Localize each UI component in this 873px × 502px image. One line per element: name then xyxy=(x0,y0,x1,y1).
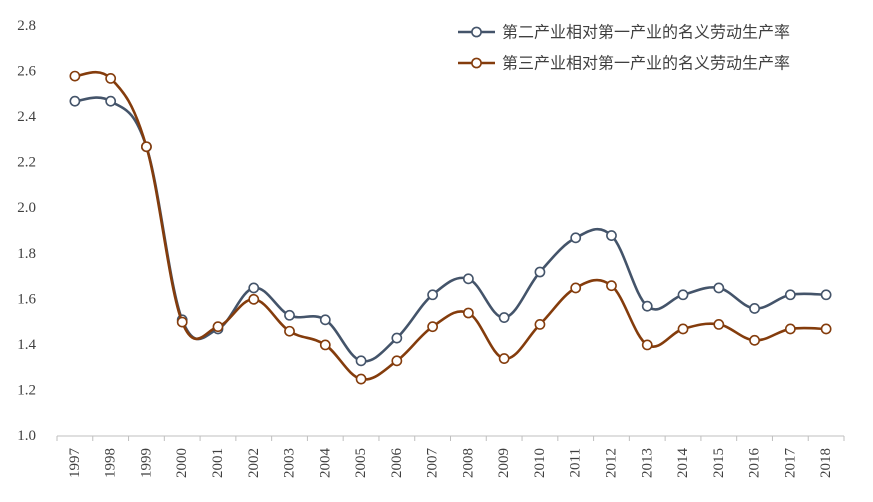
data-point-2 xyxy=(677,323,689,335)
x-tick-label: 2014 xyxy=(675,448,691,479)
x-tick-label: 2017 xyxy=(782,448,798,479)
data-point-2 xyxy=(641,339,653,351)
x-tick-label: 2009 xyxy=(496,448,512,478)
x-tick-label: 1997 xyxy=(67,448,83,479)
x-tick-label: 2015 xyxy=(711,448,727,478)
data-point-2 xyxy=(176,316,188,328)
data-point-2 xyxy=(749,334,760,346)
x-tick-label: 2011 xyxy=(568,448,584,477)
y-tick-label: 1.4 xyxy=(17,337,36,353)
data-point-2 xyxy=(69,70,81,82)
data-point-2 xyxy=(319,339,331,351)
y-tick-label: 2.2 xyxy=(17,155,36,171)
y-tick-label: 1.0 xyxy=(17,428,36,444)
legend-marker-1 xyxy=(471,26,482,38)
x-tick-label: 2003 xyxy=(282,448,298,478)
data-point-1 xyxy=(749,303,760,314)
data-point-1 xyxy=(713,282,725,294)
y-tick-label: 2.4 xyxy=(17,109,36,125)
x-tick-label: 2007 xyxy=(425,448,441,479)
data-point-1 xyxy=(606,230,617,241)
x-tick-label: 2005 xyxy=(353,448,369,478)
x-tick-label: 2016 xyxy=(747,448,763,479)
x-tick-label: 2000 xyxy=(174,448,190,478)
data-point-2 xyxy=(784,323,796,335)
data-point-1 xyxy=(284,309,295,321)
x-tick-label: 2010 xyxy=(532,448,548,478)
data-point-2 xyxy=(284,325,295,337)
data-point-1 xyxy=(427,289,439,301)
x-tick-label: 2001 xyxy=(210,448,226,478)
data-point-1 xyxy=(677,289,689,301)
data-point-1 xyxy=(641,300,653,312)
y-tick-label: 2.6 xyxy=(17,64,36,80)
data-point-2 xyxy=(570,282,582,294)
data-point-1 xyxy=(69,95,81,107)
axes: 1997 1998 1999 2000 2001 2002 2003 2004 2005 2006… xyxy=(17,18,845,479)
data-point-2 xyxy=(427,321,439,333)
series-layer xyxy=(69,70,832,385)
data-point-2 xyxy=(248,293,260,305)
data-point-2 xyxy=(606,280,617,292)
series-line-2 xyxy=(74,70,827,381)
data-point-1 xyxy=(784,289,796,301)
data-point-1 xyxy=(570,232,582,244)
legend-marker-2 xyxy=(471,57,482,69)
data-point-2 xyxy=(498,353,510,364)
data-point-2 xyxy=(534,318,546,330)
data-point-1 xyxy=(248,282,260,294)
data-point-2 xyxy=(212,321,224,333)
data-point-1 xyxy=(534,266,546,278)
x-tick-label: 2008 xyxy=(460,448,476,478)
x-tick-label: 2002 xyxy=(246,448,262,478)
y-tick-label: 2.8 xyxy=(17,18,36,34)
x-tick-label: 2013 xyxy=(639,448,655,478)
x-tick-label: 1999 xyxy=(138,448,154,478)
y-tick-label: 1.6 xyxy=(17,291,36,307)
legend-label-2: 第三产业相对第一产业的名义劳动生产率 xyxy=(502,54,790,73)
x-tick-label: 1998 xyxy=(103,448,119,478)
data-point-1 xyxy=(355,355,367,367)
legend-label-1: 第二产业相对第一产业的名义劳动生产率 xyxy=(502,23,790,42)
y-tick-label: 1.2 xyxy=(17,382,36,398)
data-point-1 xyxy=(498,312,510,323)
data-point-2 xyxy=(355,373,367,385)
data-point-1 xyxy=(391,332,403,344)
x-tick-label: 2006 xyxy=(389,448,405,479)
y-tick-label: 2.0 xyxy=(17,200,36,216)
x-tick-label: 2012 xyxy=(603,448,619,478)
data-point-2 xyxy=(713,318,725,330)
data-point-1 xyxy=(462,273,474,285)
data-point-1 xyxy=(319,314,331,326)
data-point-2 xyxy=(820,323,832,335)
y-tick-label: 1.8 xyxy=(17,246,36,262)
x-tick-label: 2004 xyxy=(317,448,333,479)
data-point-2 xyxy=(462,307,474,319)
data-point-1 xyxy=(820,289,832,301)
data-point-2 xyxy=(391,355,403,367)
x-tick-label: 2018 xyxy=(818,448,834,478)
data-point-2 xyxy=(105,72,117,84)
data-point-2 xyxy=(141,141,152,153)
data-point-1 xyxy=(105,95,117,107)
